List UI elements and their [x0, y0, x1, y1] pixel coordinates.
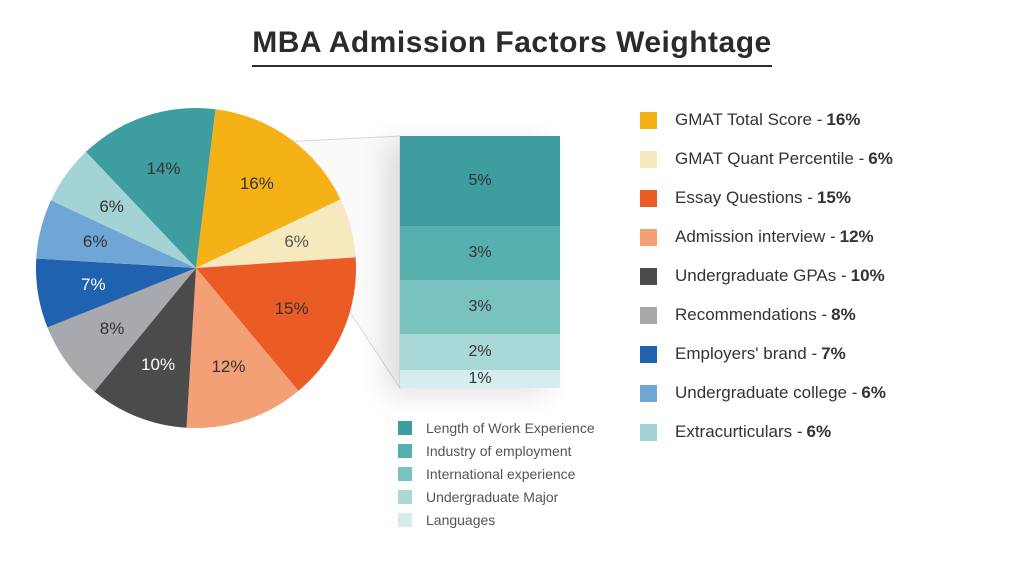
- bar-segment: 5%: [400, 136, 560, 226]
- legend-label: Undergraduate college -: [675, 383, 857, 403]
- bar-segment: 2%: [400, 334, 560, 370]
- chart-title: MBA Admission Factors Weightage: [0, 26, 1024, 60]
- legend-swatch: [640, 190, 657, 207]
- legend-label: Admission interview -: [675, 227, 836, 247]
- main-legend-item: GMAT Quant Percentile - 6%: [640, 149, 893, 169]
- legend-swatch: [398, 421, 412, 435]
- legend-pct: 7%: [821, 344, 846, 364]
- legend-pct: 10%: [851, 266, 885, 286]
- main-legend: GMAT Total Score - 16% GMAT Quant Percent…: [640, 110, 893, 461]
- main-legend-item: Extracurticulars - 6%: [640, 422, 893, 442]
- legend-pct: 15%: [817, 188, 851, 208]
- main-legend-item: Recommendations - 8%: [640, 305, 893, 325]
- pie-chart: 16%6%15%12%10%8%7%6%6%14%: [36, 108, 356, 428]
- legend-label: GMAT Quant Percentile -: [675, 149, 864, 169]
- legend-swatch: [640, 424, 657, 441]
- main-legend-item: Employers' brand - 7%: [640, 344, 893, 364]
- legend-swatch: [398, 490, 412, 504]
- legend-pct: 12%: [840, 227, 874, 247]
- breakdown-legend-item: Length of Work Experience: [398, 420, 595, 436]
- pie-svg: [36, 108, 356, 428]
- bar-segment: 3%: [400, 280, 560, 334]
- main-legend-item: GMAT Total Score - 16%: [640, 110, 893, 130]
- legend-swatch: [640, 307, 657, 324]
- legend-swatch: [640, 385, 657, 402]
- bar-segment: 1%: [400, 370, 560, 388]
- main-legend-item: Undergraduate college - 6%: [640, 383, 893, 403]
- legend-label: Extracurticulars -: [675, 422, 803, 442]
- main-legend-item: Admission interview - 12%: [640, 227, 893, 247]
- legend-swatch: [640, 112, 657, 129]
- breakdown-legend-item: Industry of employment: [398, 443, 595, 459]
- breakdown-legend-item: Languages: [398, 512, 595, 528]
- breakdown-legend: Length of Work Experience Industry of emp…: [398, 420, 595, 535]
- legend-swatch: [398, 467, 412, 481]
- legend-label: GMAT Total Score -: [675, 110, 822, 130]
- legend-label: Undergraduate GPAs -: [675, 266, 847, 286]
- main-legend-item: Undergraduate GPAs - 10%: [640, 266, 893, 286]
- legend-label: International experience: [426, 466, 575, 482]
- legend-label: Languages: [426, 512, 495, 528]
- breakdown-bar: 5%3%3%2%1%: [400, 136, 560, 388]
- legend-label: Undergraduate Major: [426, 489, 558, 505]
- legend-pct: 8%: [831, 305, 856, 325]
- legend-swatch: [640, 268, 657, 285]
- legend-pct: 6%: [807, 422, 832, 442]
- legend-pct: 6%: [861, 383, 886, 403]
- legend-label: Essay Questions -: [675, 188, 813, 208]
- breakdown-legend-item: Undergraduate Major: [398, 489, 595, 505]
- legend-swatch: [640, 151, 657, 168]
- legend-swatch: [398, 513, 412, 527]
- legend-label: Length of Work Experience: [426, 420, 595, 436]
- legend-label: Recommendations -: [675, 305, 827, 325]
- legend-label: Employers' brand -: [675, 344, 817, 364]
- legend-pct: 6%: [868, 149, 893, 169]
- legend-pct: 16%: [826, 110, 860, 130]
- legend-label: Industry of employment: [426, 443, 572, 459]
- breakdown-legend-item: International experience: [398, 466, 595, 482]
- legend-swatch: [640, 229, 657, 246]
- legend-swatch: [398, 444, 412, 458]
- main-legend-item: Essay Questions - 15%: [640, 188, 893, 208]
- legend-swatch: [640, 346, 657, 363]
- bar-segment: 3%: [400, 226, 560, 280]
- chart-title-text: MBA Admission Factors Weightage: [252, 26, 771, 67]
